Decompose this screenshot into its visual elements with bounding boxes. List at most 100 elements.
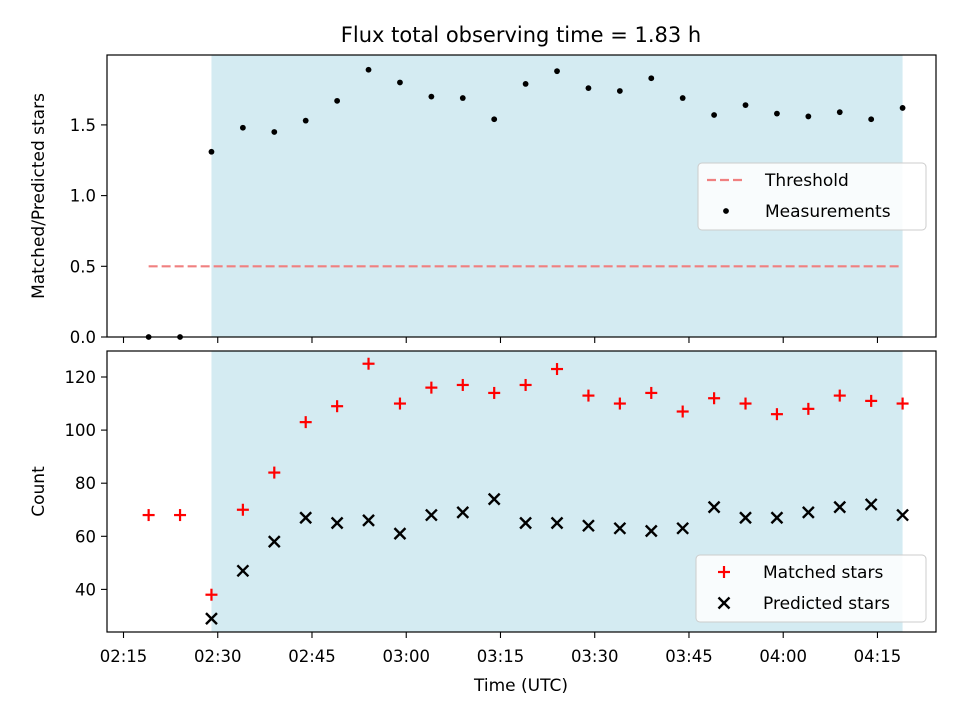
data-point <box>519 516 532 530</box>
data-point <box>331 400 344 413</box>
series-predicted-stars <box>205 492 909 625</box>
data-point <box>459 95 466 101</box>
axes-frame <box>106 350 937 633</box>
data-point <box>585 85 592 92</box>
data-point <box>334 97 341 104</box>
data-point <box>711 112 718 118</box>
data-point <box>299 416 312 429</box>
x-tick-label: 02:15 <box>100 647 148 666</box>
data-point <box>899 105 906 111</box>
x-tick-label: 04:15 <box>854 647 902 666</box>
data-point <box>676 405 689 418</box>
data-point <box>271 129 278 135</box>
legend-label: Measurements <box>765 202 891 222</box>
data-point <box>896 397 909 410</box>
data-point <box>616 88 623 94</box>
data-point <box>770 511 784 525</box>
y-tick-label: 100 <box>65 421 97 440</box>
data-point <box>550 516 564 530</box>
data-point <box>739 511 752 525</box>
data-point <box>739 397 752 410</box>
data-point <box>365 66 372 73</box>
y-tick-label: 120 <box>65 368 97 387</box>
chart-title: Flux total observing time = 1.83 h <box>341 23 701 47</box>
data-point <box>362 514 375 527</box>
y-tick-label: 80 <box>75 474 96 493</box>
data-point <box>644 524 658 538</box>
data-point <box>205 588 218 601</box>
data-point <box>425 508 438 522</box>
data-point <box>554 68 560 75</box>
data-point <box>428 93 435 100</box>
data-point <box>208 148 215 155</box>
data-point <box>362 357 375 370</box>
legend-label: Predicted stars <box>763 594 890 614</box>
y-tick-label: 0.0 <box>70 328 96 347</box>
data-point <box>239 124 246 131</box>
legend: Matched stars Predicted stars <box>695 554 927 623</box>
legend-swatch <box>723 208 729 214</box>
data-point <box>425 381 438 394</box>
data-point <box>142 509 155 522</box>
x-tick-label: 03:00 <box>382 647 430 666</box>
data-point <box>299 511 313 525</box>
data-point <box>236 564 250 578</box>
x-tick-label: 03:45 <box>665 647 713 666</box>
data-point <box>774 110 780 117</box>
data-point <box>393 527 407 540</box>
data-point <box>491 116 498 123</box>
legend-box <box>695 554 927 623</box>
data-point <box>742 102 749 109</box>
top-panel-ratio: 0.0 0.5 1.0 1.5 Matched/Predicted stars Thres… <box>29 54 937 347</box>
legend-box <box>697 162 927 231</box>
data-point <box>582 389 595 402</box>
y-axis-label: Matched/Predicted stars <box>29 93 49 299</box>
axes-frame <box>106 54 937 338</box>
data-point <box>613 521 627 535</box>
data-point <box>613 397 626 410</box>
y-axis-label: Count <box>29 466 49 517</box>
data-point <box>648 75 655 82</box>
data-point <box>868 116 875 123</box>
data-point <box>456 506 470 519</box>
data-point <box>456 378 469 391</box>
data-point <box>679 95 686 101</box>
x-tick-label: 02:30 <box>194 647 242 666</box>
y-tick-label: 60 <box>75 527 96 546</box>
data-point <box>551 363 564 376</box>
legend-swatch <box>717 596 731 610</box>
data-point <box>397 79 403 86</box>
data-point <box>802 402 815 415</box>
series-measurements <box>145 66 906 340</box>
data-point <box>236 503 249 516</box>
data-point <box>487 492 501 506</box>
x-tick-label: 03:30 <box>571 647 619 666</box>
legend-swatch <box>718 566 730 578</box>
data-point <box>801 506 815 519</box>
data-point <box>833 389 846 402</box>
y-tick-label: 1.0 <box>70 187 96 206</box>
data-point <box>522 80 529 87</box>
data-point <box>676 521 690 535</box>
data-point <box>707 500 721 514</box>
data-point <box>833 500 847 514</box>
legend-label: Matched stars <box>763 563 883 583</box>
legend: Threshold Measurements <box>697 162 927 231</box>
data-point <box>582 519 595 533</box>
data-point <box>302 117 309 124</box>
data-point <box>267 535 281 548</box>
bottom-panel-counts: 40 60 80 100 120 02:15 02:30 02:45 03:00 03:15 03:… <box>29 350 937 666</box>
y-tick-label: 40 <box>75 580 96 599</box>
data-point <box>488 386 501 399</box>
data-point <box>708 392 721 405</box>
legend-label: Threshold <box>764 171 849 191</box>
data-point <box>836 109 843 116</box>
data-point <box>896 508 909 522</box>
data-point <box>865 394 878 407</box>
y-tick-label: 1.5 <box>70 116 96 135</box>
data-point <box>645 386 658 399</box>
data-point <box>330 516 344 530</box>
x-tick-label: 03:15 <box>477 647 525 666</box>
x-tick-label: 04:00 <box>759 647 807 666</box>
